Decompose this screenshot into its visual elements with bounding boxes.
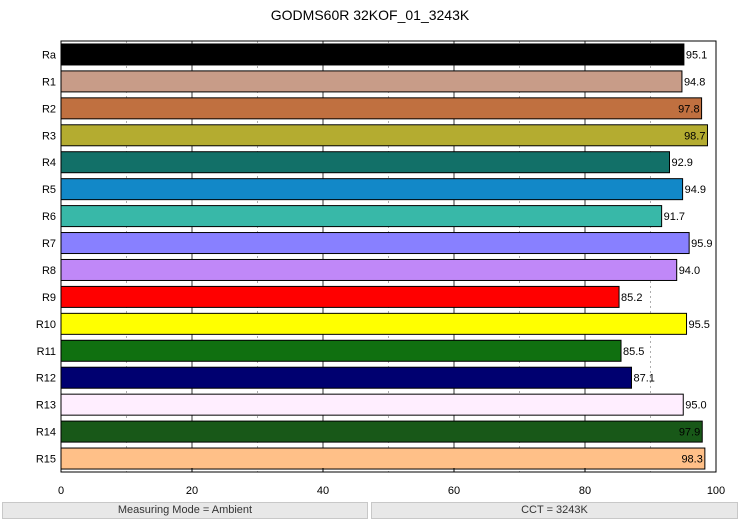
x-axis-ticks: 0 20 40 60 80 100: [58, 468, 725, 497]
x-tick-label: 80: [579, 485, 591, 497]
value-label: 97.8: [678, 103, 699, 115]
category-label: R9: [42, 292, 56, 304]
value-label: 98.3: [681, 454, 702, 466]
cct-label: CCT = 3243K: [371, 502, 738, 519]
value-label: 85.2: [621, 292, 642, 304]
category-label: R14: [36, 427, 56, 439]
value-label: 97.9: [679, 427, 700, 439]
category-label: R15: [36, 454, 56, 466]
category-label: R7: [42, 238, 56, 250]
category-label: R11: [37, 346, 56, 358]
bar-r6: [60, 205, 663, 228]
category-label: R4: [42, 157, 56, 169]
bar-r11: [60, 339, 622, 362]
category-label: R12: [36, 373, 56, 385]
category-labels: Ra R1 R2 R3 R4 R5 R6 R7 R8 R9 R10 R11 R12 R13 R14 R15: [36, 49, 57, 465]
bar-r13: [60, 393, 684, 416]
bar-r3: [60, 124, 708, 147]
category-label: R5: [42, 184, 56, 196]
bar-r9: [60, 285, 620, 308]
bar-r1: [60, 70, 683, 93]
value-label: 92.9: [671, 157, 692, 169]
bar-r15: [60, 447, 706, 470]
measuring-mode-label: Measuring Mode = Ambient: [2, 502, 368, 519]
bar-r8: [60, 258, 678, 281]
bar-r14: [60, 420, 703, 443]
bar-r10: [60, 312, 688, 335]
value-label: 94.9: [685, 184, 706, 196]
x-tick-label: 100: [707, 485, 725, 497]
category-label: R1: [42, 76, 56, 88]
status-bar: Measuring Mode = Ambient CCT = 3243K: [0, 500, 740, 521]
bar-r5: [60, 178, 684, 201]
bar-ra: [60, 43, 685, 66]
value-label: 85.5: [623, 346, 644, 358]
value-label: 95.0: [685, 400, 706, 412]
value-label: 87.1: [634, 373, 655, 385]
bars: 95.1 94.8 97.8 98.7 92.9 94.9 91.7 95.9 94.0 85.2…: [60, 43, 713, 470]
bar-r2: [60, 97, 703, 120]
category-label: R8: [42, 265, 56, 277]
plot-area: [60, 40, 717, 473]
value-label: 95.9: [691, 238, 712, 250]
value-label: 91.7: [664, 211, 685, 223]
category-label: R13: [36, 400, 56, 412]
bar-r7: [60, 232, 690, 255]
value-label: 98.7: [684, 130, 705, 142]
bar-r4: [60, 151, 670, 174]
category-label: R10: [36, 319, 56, 331]
category-label: R3: [42, 130, 56, 142]
value-label: 94.8: [684, 76, 705, 88]
x-tick-label: 40: [317, 485, 329, 497]
value-label: 95.5: [689, 319, 710, 331]
bar-chart: GODMS60R 32KOF_01_3243K 95.1 94.8 97.8 98.7…: [36, 7, 725, 497]
category-label: R6: [42, 211, 56, 223]
x-tick-label: 60: [448, 485, 460, 497]
value-label: 95.1: [686, 49, 707, 61]
x-tick-label: 0: [58, 485, 64, 497]
bar-r12: [60, 366, 633, 389]
chart-title: GODMS60R 32KOF_01_3243K: [271, 7, 470, 23]
value-label: 94.0: [679, 265, 700, 277]
x-tick-label: 20: [186, 485, 198, 497]
category-label: Ra: [42, 49, 57, 61]
category-label: R2: [42, 103, 56, 115]
